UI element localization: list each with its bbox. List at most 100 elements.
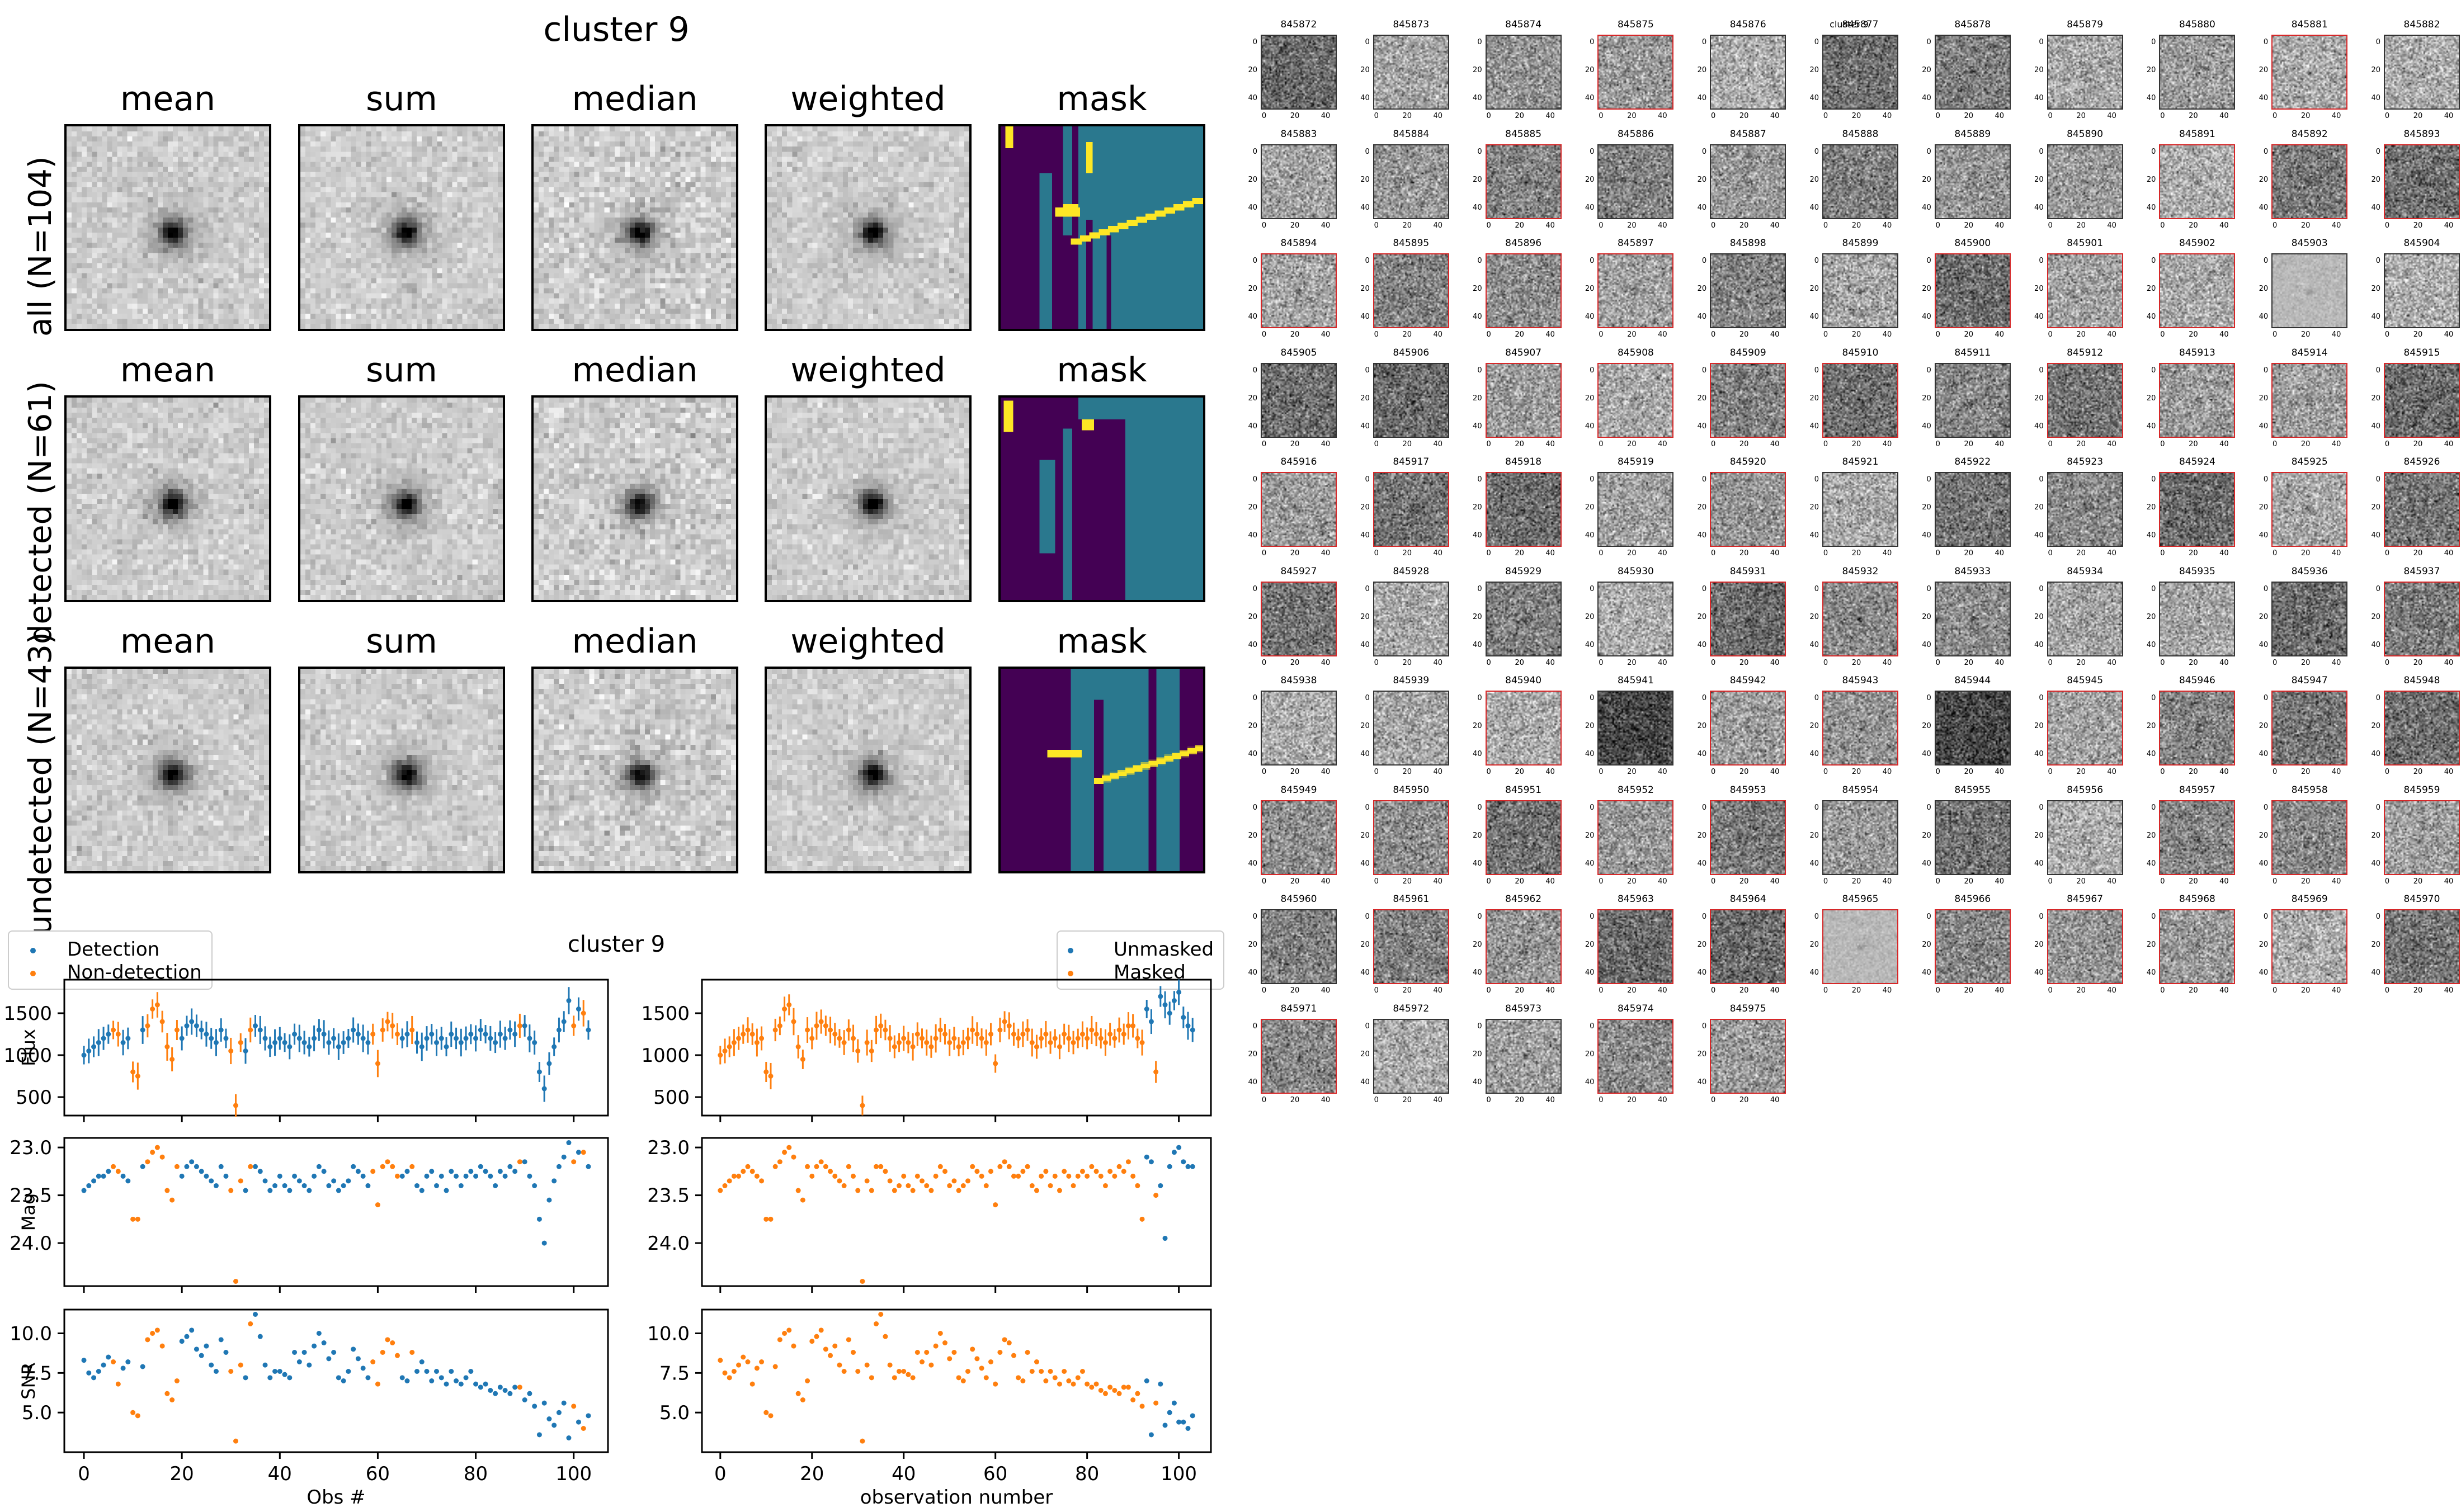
thumbnail-ytick-label: 0: [2039, 913, 2044, 921]
right-mag-point-masked: [786, 1145, 792, 1150]
thumbnail-xtick-label: 0: [2048, 768, 2053, 776]
thumbnail-ytick-label: 40: [1473, 313, 1482, 321]
left-snr-point-non-detection: [233, 1438, 238, 1444]
thumbnail-ytick-label: 40: [2371, 313, 2380, 321]
right-flux-point-masked: [1006, 1023, 1012, 1028]
left-flux-point-non-detection: [233, 1103, 238, 1108]
thumbnail-ytick-label: 20: [2371, 722, 2380, 730]
thumbnail-ytick-label: 20: [1809, 722, 1819, 730]
thumbnail-xtick-label: 20: [1402, 221, 1412, 230]
panel-title-median: median: [572, 79, 698, 119]
right-mag-point-masked: [906, 1183, 911, 1188]
right-snr-point-masked: [1011, 1353, 1016, 1358]
thumbnail-xtick-label: 20: [1851, 330, 1861, 339]
right-snr-point-masked: [920, 1359, 925, 1364]
thumbnail-ytick-label: 0: [1477, 584, 1482, 593]
thumbnail-xtick-label: 20: [2189, 112, 2198, 120]
right-flux-point-masked: [786, 1002, 792, 1008]
thumbnail-xtick-label: 0: [2160, 986, 2165, 995]
thumbnail-ytick-label: 40: [1585, 313, 1595, 321]
thumbnail-ytick-label: 40: [2146, 94, 2156, 102]
left-flux-ytick-label: 1500: [3, 1003, 52, 1025]
left-mag-ytick-label: 24.0: [10, 1232, 52, 1255]
right-mag-point-masked: [745, 1164, 751, 1169]
thumbnail-845973: 845973 0 0 20 20 40 40: [1473, 1003, 1562, 1104]
thumbnail-ytick-label: 0: [1252, 694, 1257, 702]
right-flux-point-masked: [1130, 1023, 1136, 1028]
thumbnail-xtick-label: 40: [2107, 658, 2116, 667]
left-mag-point-detection: [522, 1159, 527, 1165]
left-snr-point-non-detection: [159, 1343, 165, 1349]
left-snr-point-detection: [218, 1337, 224, 1343]
thumbnail-ytick-label: 20: [2259, 394, 2269, 403]
thumbnail-ytick-label: 0: [2263, 38, 2269, 46]
thumbnail-xtick-label: 0: [1711, 221, 1716, 230]
thumbnail-xtick-label: 0: [1486, 440, 1491, 448]
right-flux-point-masked: [749, 1032, 755, 1037]
right-mag-point-masked: [1034, 1188, 1039, 1193]
thumbnail-xtick-label: 0: [1599, 986, 1604, 995]
thumbnail-xtick-label: 40: [2331, 549, 2341, 557]
left-snr-point-detection: [434, 1369, 440, 1374]
left-flux-point-detection: [355, 1032, 361, 1037]
thumbnail-ytick-label: 0: [1701, 584, 1707, 593]
thumbnail-title: 845897: [1617, 238, 1654, 249]
thumbnail-image: [1373, 909, 1449, 984]
thumbnail-xtick-label: 40: [1995, 549, 2005, 557]
thumbnail-xtick-label: 40: [1321, 768, 1331, 776]
thumbnail-845972: 845972 0 0 20 20 40 40: [1360, 1003, 1449, 1104]
thumbnail-title: 845937: [2403, 565, 2440, 577]
left-flux-point-detection: [488, 1036, 493, 1041]
thumbnail-ytick-label: 40: [1248, 1078, 1257, 1086]
left-flux-point-detection: [331, 1036, 337, 1041]
left-snr-point-detection: [439, 1375, 444, 1381]
thumbnail-title: 845912: [2067, 347, 2104, 358]
thumbnail-845928: 845928 0 0 20 20 40 40: [1360, 566, 1449, 667]
thumbnail-xtick-label: 20: [1290, 768, 1300, 776]
left-snr-point-detection: [507, 1391, 513, 1396]
thumbnail-xtick-label: 20: [1964, 330, 1974, 339]
thumbnail-image: [1485, 1018, 1562, 1094]
thumbnail-xtick-label: 20: [1515, 986, 1524, 995]
thumbnail-xtick-label: 20: [2413, 112, 2423, 120]
left-mag-point-detection: [458, 1183, 464, 1188]
left-snr-point-detection: [483, 1381, 488, 1387]
left-snr-point-detection: [546, 1416, 552, 1421]
thumbnail-title: 845877: [1842, 19, 1879, 30]
right-flux-point-masked: [960, 1040, 966, 1045]
left-flux-point-non-detection: [228, 1048, 234, 1053]
right-snr-point-unmasked: [1162, 1423, 1168, 1428]
panel-title-weighted: weighted: [790, 351, 946, 390]
thumbnail-845935: 845935 0 0 20 20 40 40: [2147, 566, 2236, 667]
left-mag-point-detection: [262, 1178, 268, 1184]
left-snr-point-detection: [429, 1378, 435, 1383]
left-flux-point-detection: [218, 1027, 224, 1033]
thumbnail-image: [2384, 691, 2460, 766]
thumbnail-xtick-label: 40: [1882, 549, 1892, 557]
right-mag-point-masked: [1057, 1188, 1062, 1193]
left-flux-point-non-detection: [169, 1057, 175, 1062]
right-flux-point-masked: [869, 1048, 874, 1053]
thumbnail-ytick-label: 20: [1697, 394, 1707, 403]
left-snr-point-detection: [444, 1381, 449, 1387]
left-flux-point-non-detection: [394, 1032, 400, 1037]
thumbnail-xtick-label: 0: [2384, 221, 2390, 230]
thumbnail-845968: 845968 0 0 20 20 40 40: [2147, 894, 2236, 995]
thumbnail-845899: 845899 0 0 20 20 40 40: [1809, 238, 1898, 339]
right-snr-point-masked: [970, 1346, 975, 1352]
thumbnail-image: [1822, 691, 1898, 766]
thumbnail-ytick-label: 20: [1922, 394, 1931, 403]
thumbnail-845913: 845913 0 0 20 20 40 40: [2147, 347, 2236, 448]
left-mag-point-detection: [566, 1140, 572, 1146]
thumbnail-image: [2159, 472, 2236, 547]
right-mag-point-masked: [970, 1164, 975, 1169]
left-mag-point-detection: [512, 1169, 518, 1174]
thumbnail-ytick-label: 40: [2371, 640, 2380, 649]
left-snr-point-non-detection: [394, 1353, 400, 1358]
thumbnail-xtick-label: 40: [2331, 112, 2341, 120]
left-flux-point-detection: [444, 1044, 449, 1050]
left-mag-point-detection: [414, 1183, 419, 1188]
right-mag-point-masked: [832, 1173, 838, 1179]
right-snr-point-masked: [777, 1337, 782, 1343]
thumbnail-image: [2159, 800, 2236, 875]
